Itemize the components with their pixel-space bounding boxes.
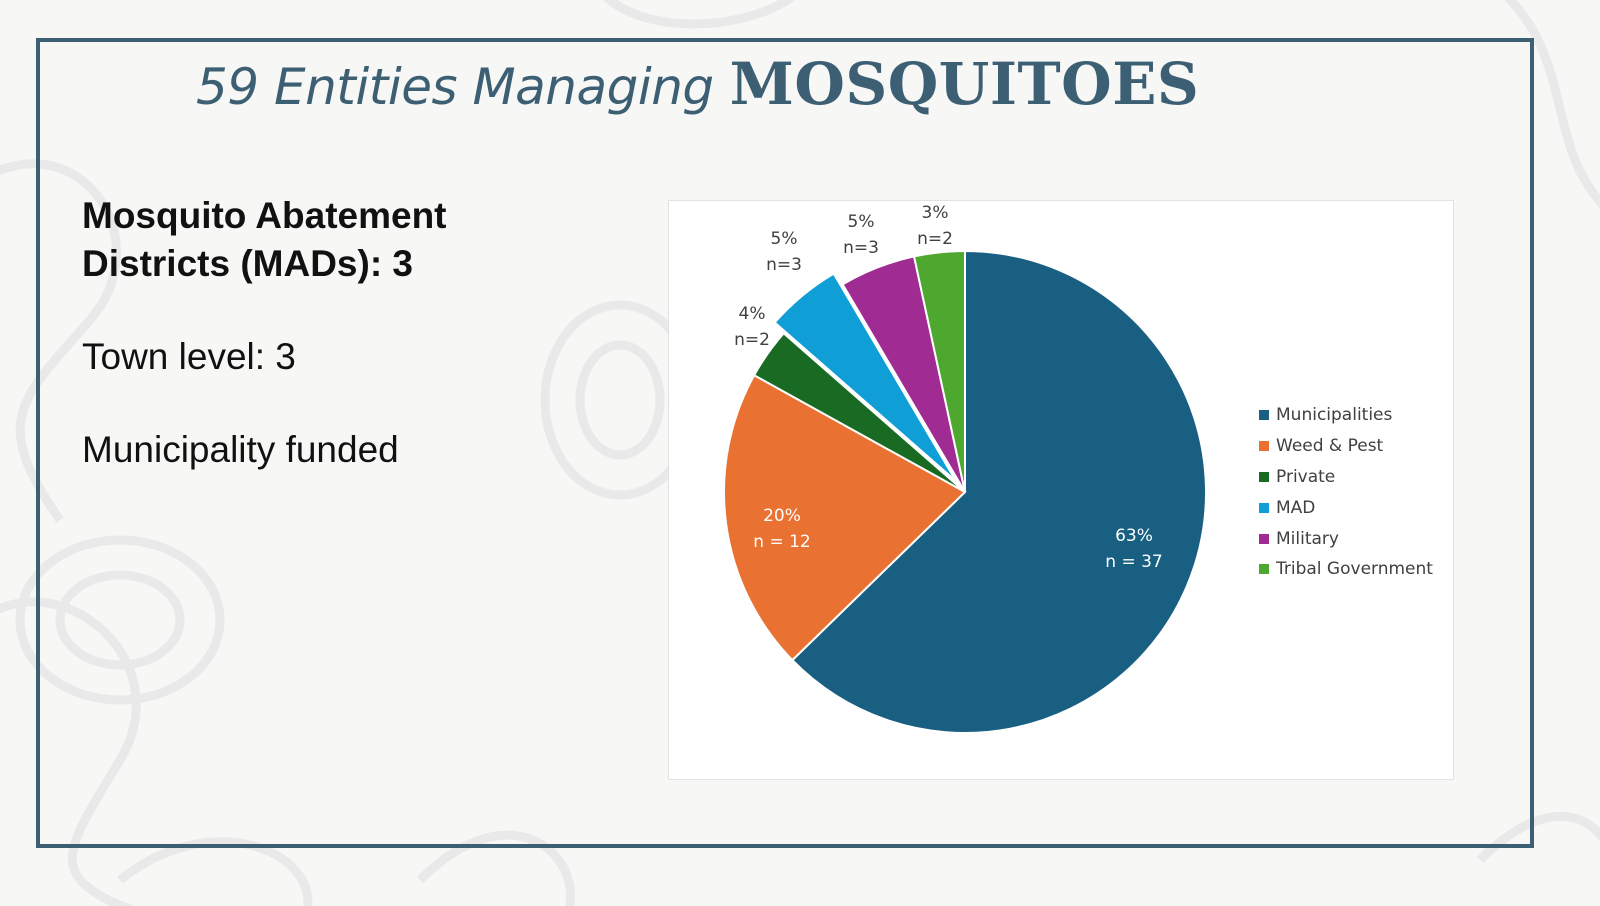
pie-slice-tribal-government [912, 249, 966, 493]
mad-heading-line2: Districts (MADs): 3 [82, 243, 413, 284]
legend-label-weed-pest: Weed & Pest [1276, 436, 1384, 457]
data-label-n-weed-pest: n = 12 [753, 532, 810, 552]
pie-slice-mad [773, 272, 957, 482]
data-label-pct-private: 4% [739, 304, 766, 324]
legend-label-tribal-government: Tribal Government [1276, 559, 1433, 580]
pie-slice-weed-pest [723, 373, 967, 662]
pie-chart-panel: 63% n = 37 20% n = 12 4% n=2 5% n=3 5% n=3 3% n=2 M… [668, 200, 1454, 780]
data-label-pct-mad: 5% [771, 229, 798, 249]
data-label-n-mad: n=3 [766, 255, 802, 275]
legend-swatch-mad [1259, 502, 1269, 513]
data-label-n-private: n=2 [734, 330, 770, 350]
legend-item-weed-pest: Weed & Pest [1259, 431, 1449, 462]
legend-swatch-tribal-government [1259, 564, 1269, 575]
data-label-pct-tribal-government: 3% [922, 203, 949, 223]
pie-slice-municipalities [790, 249, 1207, 734]
pie-slice-private [752, 331, 966, 493]
data-label-pct-weed-pest: 20% [763, 506, 801, 526]
data-label-pct-military: 5% [848, 212, 875, 232]
title-bold-text: MOSQUITOES [729, 50, 1200, 118]
legend-label-military: Military [1276, 528, 1339, 549]
legend-item-private: Private [1259, 462, 1449, 493]
legend-swatch-military [1259, 533, 1269, 544]
legend-item-military: Military [1259, 523, 1449, 554]
chart-legend: Municipalities Weed & Pest Private MAD Milit… [1259, 400, 1449, 585]
mad-heading-line1: Mosquito Abatement [82, 195, 447, 236]
slide-title: 59 Entities Managing MOSQUITOES [196, 50, 1199, 130]
legend-swatch-weed-pest [1259, 441, 1269, 452]
town-level-text: Town level: 3 [82, 336, 296, 377]
title-italic-text: 59 Entities Managing [196, 58, 714, 116]
data-label-n-municipalities: n = 37 [1105, 552, 1162, 572]
legend-swatch-private [1259, 471, 1269, 482]
municipality-funded-text: Municipality funded [82, 429, 399, 470]
legend-item-mad: MAD [1259, 492, 1449, 523]
legend-item-tribal-government: Tribal Government [1259, 554, 1449, 585]
data-label-pct-municipalities: 63% [1115, 526, 1153, 546]
legend-item-municipalities: Municipalities [1259, 400, 1449, 431]
mad-heading: Mosquito Abatement Districts (MADs): 3 [82, 192, 562, 288]
data-label-n-tribal-government: n=2 [917, 229, 953, 249]
slide-frame [36, 38, 1534, 848]
legend-label-municipalities: Municipalities [1276, 405, 1393, 426]
data-label-n-military: n=3 [843, 238, 879, 258]
legend-label-private: Private [1276, 466, 1336, 487]
pie-chart: 63% n = 37 20% n = 12 4% n=2 5% n=3 5% n=3 3% n=2 [723, 203, 1207, 734]
legend-swatch-municipalities [1259, 410, 1269, 421]
left-text-block: Mosquito Abatement Districts (MADs): 3 T… [82, 192, 562, 474]
legend-label-mad: MAD [1276, 497, 1316, 518]
